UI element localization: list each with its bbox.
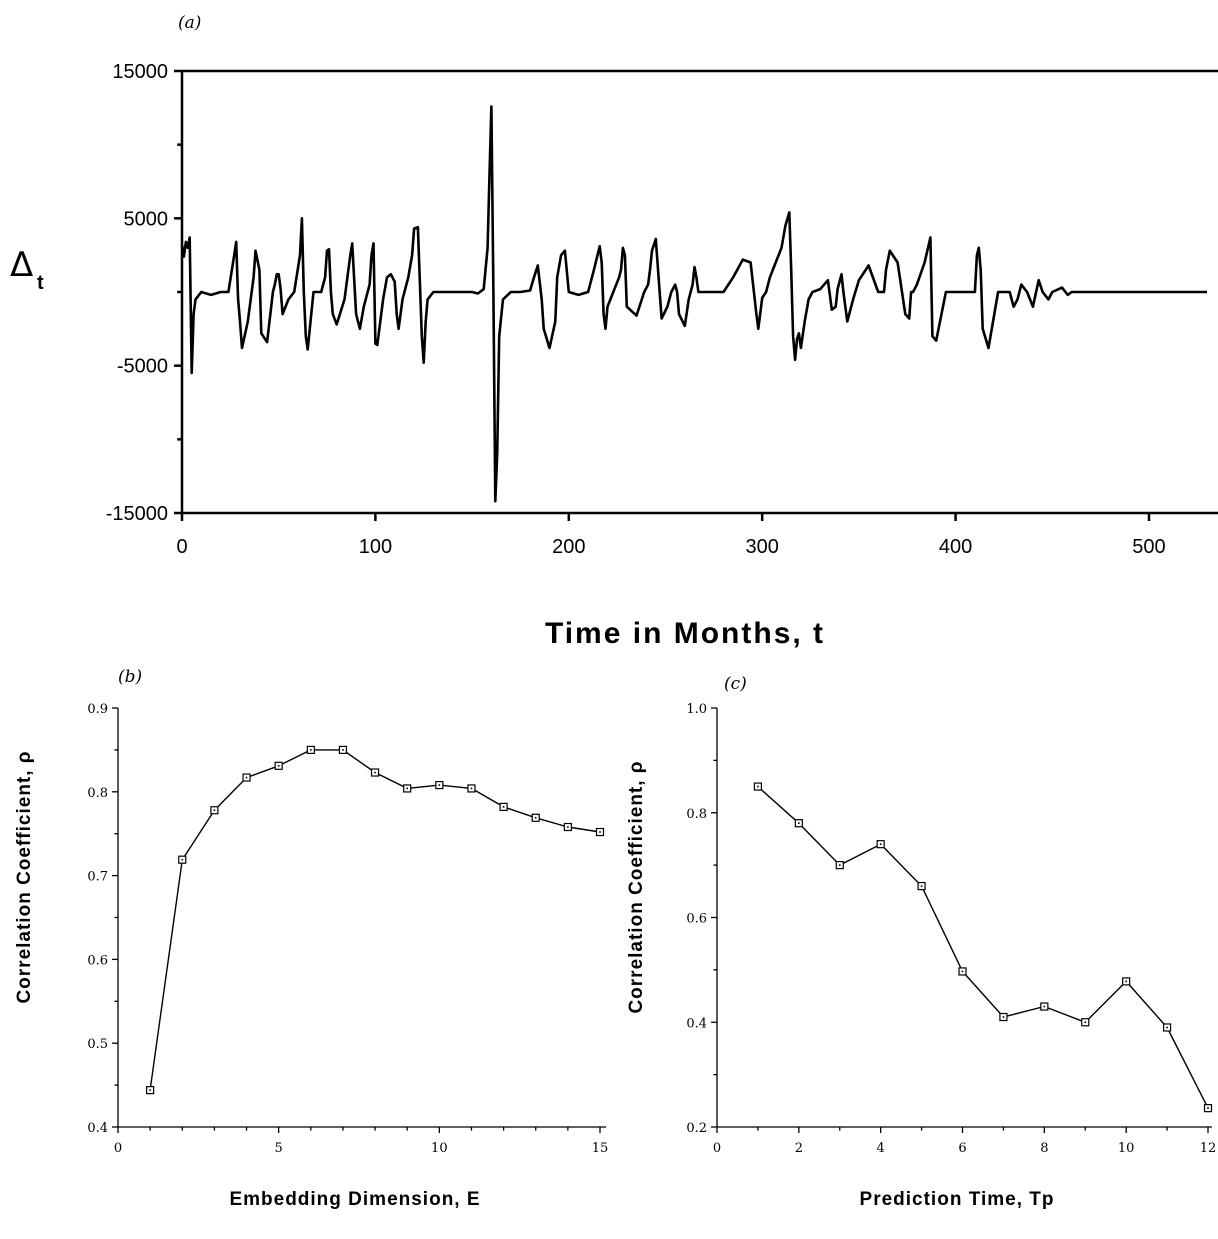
y-tick-label: 0.6 xyxy=(686,912,707,927)
data-point-marker-dot xyxy=(599,831,601,833)
y-tick-label: 0.9 xyxy=(87,702,108,717)
panel-a-plot-area: -15000 -5000 5000 15000 0 100 200 300 400 500 xyxy=(106,61,1218,558)
panel-a: (a) -15000 -5000 5000 15000 0 100 200 300 400 500… xyxy=(10,13,1218,650)
y-tick-label: 0.2 xyxy=(686,1121,707,1136)
x-tick-label: 12 xyxy=(1200,1141,1217,1156)
x-tick-label: 6 xyxy=(958,1141,966,1156)
y-tick-label: -5000 xyxy=(117,356,168,378)
x-tick-label: 4 xyxy=(877,1141,885,1156)
y-tick-label: 0.8 xyxy=(686,807,707,822)
panel-a-letter: (a) xyxy=(178,13,201,33)
data-point-marker-dot xyxy=(213,809,216,812)
data-point-marker-dot xyxy=(534,816,537,819)
y-tick-label: -15000 xyxy=(106,503,168,525)
x-tick-label: 500 xyxy=(1132,536,1165,558)
y-tick-label: 0.6 xyxy=(87,953,108,968)
x-tick-label: 200 xyxy=(552,536,585,558)
data-point-marker-dot xyxy=(757,785,759,788)
panel-c: (c) 0.2 0.4 0.6 0.8 1.0 0 2 4 6 8 10 12 Correlation… xyxy=(626,674,1216,1210)
x-tick-label: 400 xyxy=(939,536,972,558)
panel-b-xlabel: Embedding Dimension, E xyxy=(229,1189,480,1210)
y-tick-label: 0.4 xyxy=(87,1121,108,1136)
series-line xyxy=(757,786,1209,1109)
y-tick-label: 0.7 xyxy=(87,870,108,885)
data-point-marker-dot xyxy=(1084,1021,1087,1024)
panel-a-y-axis-label: Δ t xyxy=(10,245,44,294)
y-tick-label: 0.4 xyxy=(686,1016,707,1031)
x-tick-label: 5 xyxy=(275,1141,283,1156)
data-point-marker-dot xyxy=(149,1089,151,1091)
data-point-marker-dot xyxy=(310,749,312,751)
data-point-marker-dot xyxy=(245,776,248,779)
x-tick-label: 10 xyxy=(1118,1141,1135,1156)
panel-b-plot-area: 0.4 0.5 0.6 0.7 0.8 0.9 0 5 10 15 xyxy=(87,702,608,1156)
y-tick-label: 0.5 xyxy=(87,1037,108,1052)
data-point-marker-dot xyxy=(567,826,569,828)
x-tick-label: 8 xyxy=(1040,1141,1048,1156)
data-point-marker-dot xyxy=(920,885,923,887)
data-point-marker-dot xyxy=(1043,1005,1046,1008)
x-tick-label: 0 xyxy=(176,536,187,558)
panel-c-ylabel: Correlation Coefficient, ρ xyxy=(626,760,647,1013)
data-point-marker-dot xyxy=(502,806,505,808)
data-point-marker-dot xyxy=(470,787,473,790)
data-point-marker-dot xyxy=(879,843,882,845)
panel-a-ylabel: Δ xyxy=(10,245,33,285)
x-tick-label: 100 xyxy=(359,536,392,558)
data-point-marker-dot xyxy=(181,858,184,861)
series-line xyxy=(149,749,601,1091)
panel-a-xlabel: Time in Months, t xyxy=(545,617,825,650)
x-tick-label: 300 xyxy=(746,536,779,558)
panel-a-ylabel-subscript: t xyxy=(37,272,44,294)
panel-b-ylabel: Correlation Coefficient, ρ xyxy=(14,750,35,1003)
data-point-marker-dot xyxy=(1166,1026,1168,1029)
panel-b-letter: (b) xyxy=(118,667,142,687)
data-point-marker-dot xyxy=(1002,1016,1005,1018)
y-tick-label: 1.0 xyxy=(686,702,707,717)
data-point-marker-dot xyxy=(277,765,280,767)
x-tick-label: 2 xyxy=(795,1141,803,1156)
panel-c-xlabel: Prediction Time, Tp xyxy=(860,1189,1055,1210)
data-point-marker-dot xyxy=(342,749,344,751)
x-tick-label: 0 xyxy=(114,1141,122,1156)
series-line xyxy=(180,105,1207,503)
data-point-marker-dot xyxy=(961,970,964,973)
y-tick-label: 0.8 xyxy=(87,786,108,801)
y-tick-label: 5000 xyxy=(124,208,169,230)
x-tick-label: 0 xyxy=(713,1141,721,1156)
data-point-marker-dot xyxy=(1125,980,1127,983)
data-point-marker-dot xyxy=(1207,1107,1209,1109)
data-point-marker-dot xyxy=(406,787,408,790)
panel-c-letter: (c) xyxy=(724,674,747,694)
panel-c-plot-area: 0.2 0.4 0.6 0.8 1.0 0 2 4 6 8 10 12 xyxy=(686,702,1216,1156)
data-point-marker-dot xyxy=(838,864,841,866)
x-tick-label: 10 xyxy=(431,1141,448,1156)
data-point-marker-dot xyxy=(374,771,376,774)
data-point-marker-dot xyxy=(438,784,441,786)
data-point-marker-dot xyxy=(798,822,800,825)
x-tick-label: 15 xyxy=(592,1141,609,1156)
y-tick-label: 15000 xyxy=(112,61,168,83)
panel-b: (b) 0.4 0.5 0.6 0.7 0.8 0.9 0 5 10 15 Correlation… xyxy=(14,667,608,1210)
